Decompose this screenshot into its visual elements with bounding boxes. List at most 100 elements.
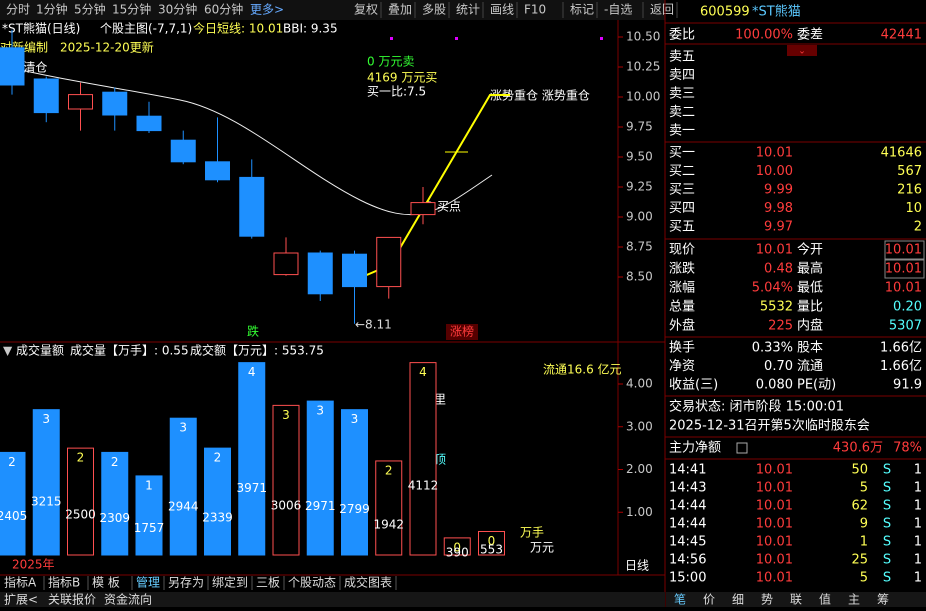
tool-button[interactable]: 复权 xyxy=(354,3,378,17)
candle-body xyxy=(102,91,128,116)
label: 9.00 xyxy=(626,210,653,224)
label: 涨跌 xyxy=(669,261,695,277)
volume-bar xyxy=(306,400,334,556)
label: 2799 xyxy=(339,502,370,516)
label: 3215 xyxy=(31,495,62,509)
expand-button[interactable] xyxy=(787,45,817,56)
bottom-tab[interactable]: 管理 xyxy=(136,575,160,590)
marker xyxy=(390,37,393,40)
label: 量比 xyxy=(797,300,823,315)
side-tabs xyxy=(666,592,926,607)
label: 3 xyxy=(351,412,359,426)
candle-body xyxy=(307,252,333,295)
label: 卖一 xyxy=(669,124,695,139)
label: 9.97 xyxy=(764,220,793,235)
period-tab[interactable]: 60分钟 xyxy=(204,2,243,17)
period-tab[interactable]: 更多> xyxy=(250,3,284,17)
label: 14:44 xyxy=(669,499,706,514)
label: 个股主图(-7,7,1) xyxy=(100,22,192,36)
volume-bar xyxy=(0,451,26,556)
label: 430.6万 xyxy=(833,441,883,456)
side-tab[interactable]: 细 xyxy=(732,593,744,607)
marker xyxy=(600,37,603,40)
period-tab[interactable]: 1分钟 xyxy=(36,2,68,17)
tool-button[interactable]: 叠加 xyxy=(388,3,412,17)
side-tab[interactable]: 主 xyxy=(848,593,860,607)
label: 外盘 xyxy=(669,318,695,334)
label: 25 xyxy=(851,553,868,568)
tag-box xyxy=(446,324,478,340)
label: 4.00 xyxy=(626,377,653,391)
label: PE(动) xyxy=(797,378,836,393)
side-tab[interactable]: 笔 xyxy=(674,592,686,607)
tool-button[interactable]: 返回 xyxy=(650,3,674,17)
label: 1757 xyxy=(134,521,165,535)
label: 万元 xyxy=(530,541,554,555)
label: 今日短线: 10.01 xyxy=(193,21,283,36)
period-tab[interactable]: 15分钟 xyxy=(112,2,151,17)
label: 3 xyxy=(282,408,290,422)
label: 2 xyxy=(111,455,119,469)
side-tab[interactable]: 势 xyxy=(761,593,773,607)
label: 3971 xyxy=(236,481,267,495)
label: 5 xyxy=(860,481,868,496)
label: 成交额【万元】: 553.75 xyxy=(190,343,324,358)
tool-button[interactable]: 标记 xyxy=(570,3,594,17)
value-box xyxy=(884,259,925,279)
bottom-tab[interactable]: 指标B xyxy=(48,575,80,590)
tool-button[interactable]: 画线 xyxy=(490,3,514,17)
tool-button[interactable]: 多股 xyxy=(422,3,446,17)
label: 现价 xyxy=(669,243,695,258)
side-tab[interactable]: 价 xyxy=(703,593,715,607)
footer-tab[interactable]: 关联报价 xyxy=(48,592,96,607)
bottom-tab[interactable]: 另存为 xyxy=(168,576,204,590)
label: 9.75 xyxy=(626,120,653,134)
bottom-tab[interactable]: 模 板 xyxy=(92,576,120,590)
bottom-tab[interactable]: 指标A xyxy=(4,575,37,590)
label: 62 xyxy=(851,499,868,514)
flow-icon[interactable] xyxy=(736,442,748,454)
label: 10.00 xyxy=(756,164,793,179)
candle-body xyxy=(170,139,196,163)
label: 4 xyxy=(248,365,256,379)
label: 10.00 xyxy=(626,90,660,104)
footer-tab[interactable]: 扩展< xyxy=(4,593,38,607)
marker xyxy=(455,37,458,40)
side-tab[interactable]: 值 xyxy=(819,592,831,607)
label: 委差 xyxy=(797,28,823,43)
label: 14:44 xyxy=(669,517,706,532)
bottom-tab[interactable]: 个股动态 xyxy=(288,576,336,590)
label: 10.50 xyxy=(626,30,660,44)
label: 3 xyxy=(179,421,187,435)
side-tab[interactable]: 联 xyxy=(790,593,802,607)
label: 涨幅 xyxy=(669,281,695,296)
label: 2025-12-31召开第5次临时股东会 xyxy=(669,418,870,434)
tool-button[interactable]: 统计 xyxy=(456,3,480,17)
volume-bar xyxy=(272,404,300,556)
label: 2405 xyxy=(0,509,27,523)
period-tab[interactable]: 分时 xyxy=(6,3,30,17)
label: 收益(三) xyxy=(669,378,718,393)
side-tab[interactable]: 筹 xyxy=(877,593,889,607)
bottom-tab[interactable]: 三板 xyxy=(256,576,280,590)
label: 0.080 xyxy=(756,378,793,393)
label: 4169 万元买 xyxy=(367,71,437,85)
period-tab[interactable]: 30分钟 xyxy=(158,2,197,17)
label: 2339 xyxy=(202,510,233,524)
tool-button[interactable]: -自选 xyxy=(604,3,632,17)
label: 委比 xyxy=(669,28,695,43)
label: 1942 xyxy=(373,518,404,532)
tool-button[interactable]: F10 xyxy=(524,3,546,17)
label: 2.00 xyxy=(626,462,653,476)
period-tab[interactable]: 5分钟 xyxy=(74,2,106,17)
footer-tab[interactable]: 资金流向 xyxy=(104,592,152,607)
bottom-tab[interactable]: 绑定到 xyxy=(212,575,248,590)
label: 10.01 xyxy=(756,243,793,258)
label: 10.01 xyxy=(756,535,793,550)
candle-body xyxy=(410,202,436,216)
bottom-tab[interactable]: 成交图表 xyxy=(344,575,392,590)
label: S xyxy=(883,571,891,586)
label: 万手 xyxy=(520,526,544,540)
label: 2 xyxy=(77,451,85,465)
label: 567 xyxy=(897,164,922,179)
